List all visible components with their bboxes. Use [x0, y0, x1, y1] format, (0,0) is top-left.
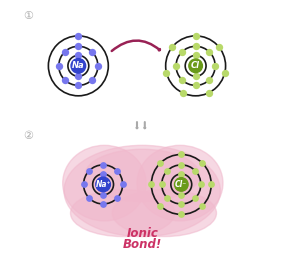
Text: Na⁺: Na⁺	[95, 180, 111, 189]
Point	[179, 202, 184, 206]
Point	[200, 204, 205, 208]
Point	[76, 53, 81, 58]
Point	[149, 182, 154, 187]
Point	[115, 168, 119, 173]
Point	[199, 182, 203, 187]
Text: ②: ②	[24, 131, 34, 141]
Ellipse shape	[85, 149, 199, 201]
Circle shape	[189, 59, 202, 73]
Point	[193, 74, 198, 78]
Ellipse shape	[64, 145, 220, 237]
Point	[193, 196, 197, 200]
Point	[76, 44, 81, 48]
Point	[76, 74, 81, 78]
Point	[179, 212, 184, 216]
Point	[158, 161, 162, 165]
Point	[207, 50, 212, 54]
Point	[207, 78, 212, 82]
Point	[209, 182, 214, 187]
Point	[96, 64, 100, 68]
Text: Ionic: Ionic	[126, 227, 158, 241]
Point	[193, 53, 198, 58]
Point	[165, 196, 170, 200]
Point	[193, 34, 198, 38]
Point	[193, 83, 198, 88]
Point	[90, 78, 94, 82]
Point	[193, 168, 197, 173]
Text: Bond!: Bond!	[123, 238, 162, 251]
Point	[164, 70, 169, 75]
Point	[170, 45, 174, 49]
Point	[62, 50, 67, 54]
Point	[87, 196, 92, 200]
Point	[115, 196, 119, 200]
Point	[62, 78, 67, 82]
Point	[179, 78, 184, 82]
Point	[76, 34, 81, 38]
Text: Cl⁻: Cl⁻	[175, 180, 187, 189]
Ellipse shape	[71, 190, 175, 237]
Circle shape	[71, 58, 86, 73]
Point	[81, 182, 86, 187]
Point	[160, 182, 164, 187]
Point	[120, 182, 125, 187]
Point	[193, 44, 198, 48]
Point	[158, 204, 162, 208]
Point	[179, 50, 184, 54]
Point	[174, 64, 179, 68]
Point	[101, 172, 105, 176]
Point	[101, 163, 105, 167]
Point	[179, 172, 184, 176]
Point	[165, 168, 170, 173]
Circle shape	[96, 177, 110, 192]
Point	[179, 193, 184, 197]
Point	[101, 193, 105, 197]
Circle shape	[174, 178, 188, 191]
Ellipse shape	[63, 145, 146, 221]
Point	[180, 91, 185, 95]
Point	[57, 64, 61, 68]
Ellipse shape	[112, 190, 216, 237]
Point	[200, 161, 205, 165]
Point	[76, 83, 81, 88]
Point	[101, 202, 105, 206]
Point	[213, 64, 218, 68]
Point	[222, 70, 227, 75]
Ellipse shape	[137, 145, 223, 221]
Point	[206, 91, 211, 95]
Text: Na: Na	[72, 61, 85, 70]
Point	[179, 163, 184, 167]
Point	[87, 168, 92, 173]
Text: Cl: Cl	[191, 61, 200, 70]
Point	[179, 152, 184, 157]
Text: ①: ①	[24, 11, 34, 21]
Point	[217, 45, 221, 49]
Point	[90, 50, 94, 54]
